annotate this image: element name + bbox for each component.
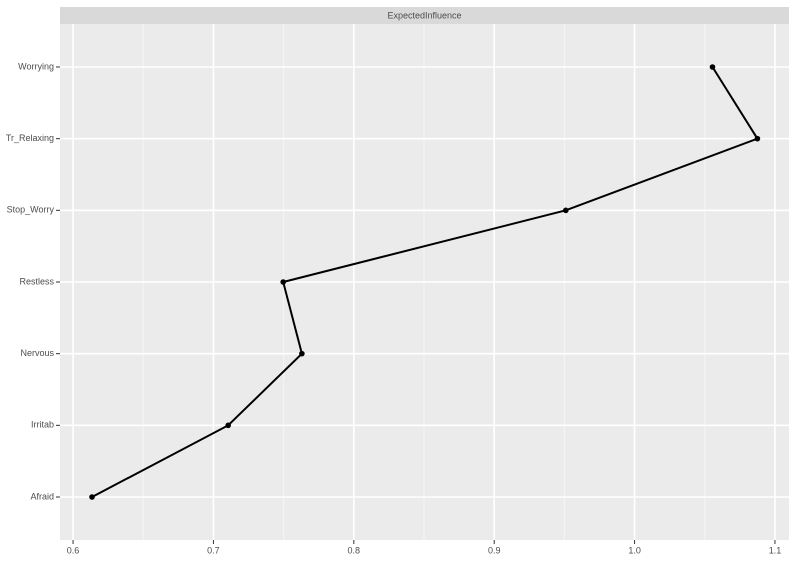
chart-title: ExpectedInfluence xyxy=(387,10,461,20)
y-tick-label: Restless xyxy=(19,276,54,286)
point xyxy=(299,350,305,357)
y-tick-label: Stop_Worry xyxy=(7,205,55,215)
x-tick-label: 1.0 xyxy=(628,545,641,555)
point xyxy=(89,494,95,500)
facet-strip xyxy=(60,7,789,24)
x-tick-label: 0.8 xyxy=(348,545,361,555)
y-tick-label: Irritab xyxy=(31,420,54,430)
point xyxy=(709,64,716,70)
y-tick-label: Tr_Relaxing xyxy=(6,133,54,143)
point xyxy=(280,279,287,285)
point xyxy=(754,135,761,142)
x-tick-label: 1.1 xyxy=(769,545,782,555)
x-tick-label: 0.9 xyxy=(488,545,501,555)
x-tick-label: 0.6 xyxy=(67,545,80,555)
y-tick-label: Afraid xyxy=(30,491,54,501)
point xyxy=(225,422,231,429)
point xyxy=(562,207,569,214)
x-tick-label: 0.7 xyxy=(207,545,220,555)
y-tick-label: Worrying xyxy=(18,61,54,71)
y-tick-label: Nervous xyxy=(20,348,54,358)
